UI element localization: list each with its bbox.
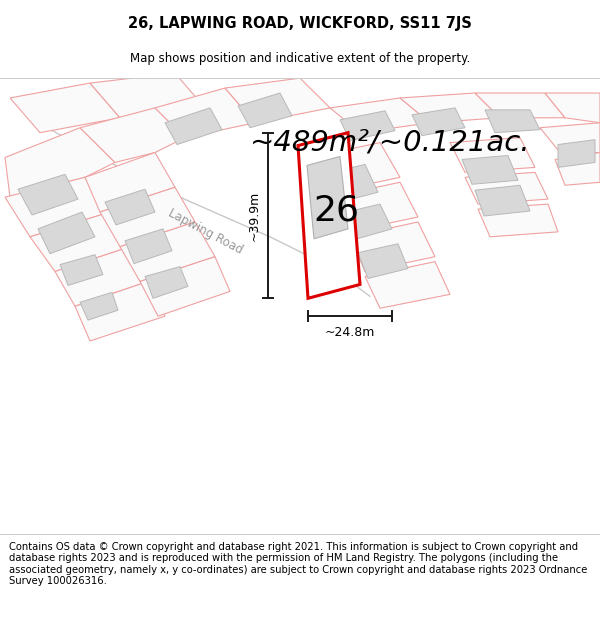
Polygon shape xyxy=(558,139,595,168)
Polygon shape xyxy=(400,93,500,122)
Polygon shape xyxy=(155,88,255,138)
Polygon shape xyxy=(30,212,130,271)
Text: ~489m²/~0.121ac.: ~489m²/~0.121ac. xyxy=(250,129,530,157)
Polygon shape xyxy=(555,152,600,185)
Polygon shape xyxy=(340,111,395,141)
Polygon shape xyxy=(475,185,530,216)
Polygon shape xyxy=(125,229,172,264)
Polygon shape xyxy=(465,173,548,204)
Polygon shape xyxy=(105,189,155,225)
Polygon shape xyxy=(60,254,103,286)
Text: 26: 26 xyxy=(314,193,359,228)
Polygon shape xyxy=(38,212,95,254)
Polygon shape xyxy=(100,188,195,247)
Polygon shape xyxy=(365,262,450,308)
Text: Map shows position and indicative extent of the property.: Map shows position and indicative extent… xyxy=(130,52,470,65)
Polygon shape xyxy=(350,222,435,271)
Text: ~24.8m: ~24.8m xyxy=(325,326,375,339)
Polygon shape xyxy=(165,108,222,144)
Polygon shape xyxy=(10,83,120,132)
Polygon shape xyxy=(320,164,378,204)
Polygon shape xyxy=(358,244,408,279)
Polygon shape xyxy=(225,78,330,122)
Text: 26, LAPWING ROAD, WICKFORD, SS11 7JS: 26, LAPWING ROAD, WICKFORD, SS11 7JS xyxy=(128,16,472,31)
Polygon shape xyxy=(18,174,78,215)
Polygon shape xyxy=(330,182,418,232)
Polygon shape xyxy=(478,204,558,237)
Polygon shape xyxy=(485,110,540,132)
Polygon shape xyxy=(475,93,565,118)
Polygon shape xyxy=(412,108,465,136)
Polygon shape xyxy=(145,267,188,298)
Polygon shape xyxy=(450,138,535,172)
Text: Lapwing Road: Lapwing Road xyxy=(166,207,244,257)
Polygon shape xyxy=(338,204,392,241)
Polygon shape xyxy=(75,281,165,341)
Polygon shape xyxy=(85,152,175,212)
Polygon shape xyxy=(80,292,118,320)
Polygon shape xyxy=(90,73,205,118)
Polygon shape xyxy=(80,108,185,162)
Polygon shape xyxy=(310,142,400,192)
Polygon shape xyxy=(55,247,148,306)
Polygon shape xyxy=(120,222,215,281)
Polygon shape xyxy=(140,257,230,316)
Polygon shape xyxy=(307,156,348,239)
Polygon shape xyxy=(298,132,360,298)
Polygon shape xyxy=(330,98,430,132)
Polygon shape xyxy=(5,127,115,197)
Polygon shape xyxy=(5,177,110,237)
Polygon shape xyxy=(238,93,292,128)
Polygon shape xyxy=(462,156,518,184)
Polygon shape xyxy=(545,93,600,122)
Polygon shape xyxy=(540,122,600,152)
Text: ~39.9m: ~39.9m xyxy=(248,191,260,241)
Text: Contains OS data © Crown copyright and database right 2021. This information is : Contains OS data © Crown copyright and d… xyxy=(9,542,587,586)
